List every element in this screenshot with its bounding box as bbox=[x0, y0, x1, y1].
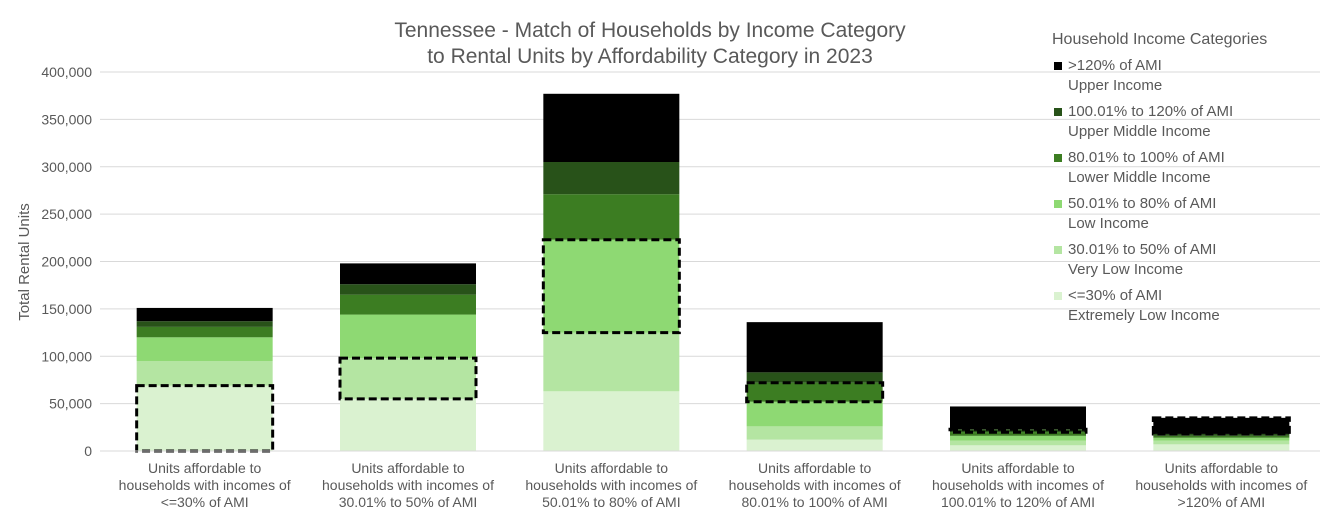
y-tick-label: 200,000 bbox=[41, 254, 92, 270]
bar-segment bbox=[746, 372, 883, 383]
legend-label: 80.01% to 100% of AMI Lower Middle Incom… bbox=[1068, 149, 1225, 186]
bar-segment bbox=[950, 445, 1086, 451]
bar-segment bbox=[543, 162, 680, 195]
bar-segment bbox=[340, 398, 476, 451]
bar-segment bbox=[340, 358, 476, 399]
bar-segment bbox=[746, 426, 883, 440]
y-tick-label: 150,000 bbox=[41, 301, 92, 317]
legend-label: 30.01% to 50% of AMI Very Low Income bbox=[1068, 241, 1217, 278]
bar-segment bbox=[950, 432, 1086, 436]
bar-segment bbox=[136, 385, 273, 451]
legend-swatch-icon bbox=[1054, 154, 1062, 162]
y-tick-label: 0 bbox=[84, 443, 92, 459]
y-tick-label: 300,000 bbox=[41, 159, 92, 175]
x-category-label: Units affordable to households with incom… bbox=[119, 460, 291, 510]
y-tick-label: 350,000 bbox=[41, 111, 92, 127]
x-category-label: Units affordable to households with incom… bbox=[1135, 460, 1307, 510]
matching-segment-outline bbox=[1151, 416, 1291, 436]
bar-segment bbox=[746, 382, 883, 402]
x-category-label: Units affordable to households with incom… bbox=[932, 460, 1104, 510]
legend-item: >120% of AMI Upper Income bbox=[1054, 56, 1330, 96]
legend-items: >120% of AMI Upper Income 100.01% to 120%… bbox=[1040, 56, 1330, 326]
legend-swatch-icon bbox=[1054, 108, 1062, 116]
matching-segment-outline bbox=[541, 238, 681, 335]
x-category-label: Units affordable to households with incom… bbox=[525, 460, 697, 510]
bar-segment bbox=[136, 337, 273, 361]
bar-segment bbox=[950, 440, 1086, 446]
bar-segment bbox=[746, 439, 883, 451]
legend-item: 100.01% to 120% of AMI Upper Middle Inco… bbox=[1054, 102, 1330, 142]
legend-label: 100.01% to 120% of AMI Upper Middle Inco… bbox=[1068, 103, 1234, 140]
bar-segment bbox=[340, 284, 476, 295]
legend-item: 30.01% to 50% of AMI Very Low Income bbox=[1054, 240, 1330, 280]
bar-segment bbox=[1153, 444, 1290, 451]
matching-segment-outline bbox=[338, 356, 478, 401]
legend-item: 50.01% to 80% of AMI Low Income bbox=[1054, 194, 1330, 234]
legend: Household Income Categories >120% of AMI… bbox=[1040, 30, 1330, 326]
legend-item: <=30% of AMI Extremely Low Income bbox=[1054, 286, 1330, 326]
bar-segment bbox=[746, 322, 883, 373]
bar-segment bbox=[1153, 435, 1290, 438]
bar-segment bbox=[136, 360, 273, 386]
legend-label: 50.01% to 80% of AMI Low Income bbox=[1068, 195, 1217, 232]
bar-segment bbox=[1153, 417, 1290, 434]
legend-swatch-icon bbox=[1054, 292, 1062, 300]
bar-segment bbox=[136, 326, 273, 338]
x-category-label: Units affordable to households with incom… bbox=[729, 460, 901, 510]
legend-swatch-icon bbox=[1054, 62, 1062, 70]
bar-segment bbox=[136, 307, 273, 322]
y-tick-label: 50,000 bbox=[49, 396, 92, 412]
legend-item: 80.01% to 100% of AMI Lower Middle Incom… bbox=[1054, 148, 1330, 188]
matching-segment-outline bbox=[948, 427, 1088, 434]
bar-segment bbox=[543, 194, 680, 240]
bar-segment bbox=[543, 391, 680, 451]
legend-label: <=30% of AMI Extremely Low Income bbox=[1068, 287, 1220, 324]
legend-swatch-icon bbox=[1054, 200, 1062, 208]
legend-title: Household Income Categories bbox=[1052, 31, 1268, 48]
chart-title: Tennessee - Match of Households by Incom… bbox=[300, 18, 1000, 70]
bar-segment bbox=[543, 93, 680, 163]
y-tick-label: 250,000 bbox=[41, 206, 92, 222]
y-tick-label: 100,000 bbox=[41, 348, 92, 364]
bar-segment bbox=[746, 401, 883, 427]
matching-segment-outline bbox=[745, 381, 885, 404]
legend-label: >120% of AMI Upper Income bbox=[1068, 57, 1163, 94]
bar-segment bbox=[340, 294, 476, 315]
bar-segment bbox=[1153, 440, 1290, 445]
legend-swatch-icon bbox=[1054, 246, 1062, 254]
bar-segment bbox=[1153, 437, 1290, 441]
bar-segment bbox=[136, 321, 273, 327]
bar-segment bbox=[950, 435, 1086, 441]
bar-segment bbox=[340, 314, 476, 359]
y-axis-label: Total Rental Units bbox=[16, 203, 33, 321]
bar-segment bbox=[340, 263, 476, 285]
bar-segment bbox=[543, 239, 680, 333]
y-tick-label: 400,000 bbox=[41, 64, 92, 80]
bar-segment bbox=[543, 332, 680, 392]
bar-segment bbox=[950, 406, 1086, 430]
x-category-label: Units affordable to households with incom… bbox=[322, 460, 494, 510]
chart-title-text: Tennessee - Match of Households by Incom… bbox=[394, 19, 906, 68]
